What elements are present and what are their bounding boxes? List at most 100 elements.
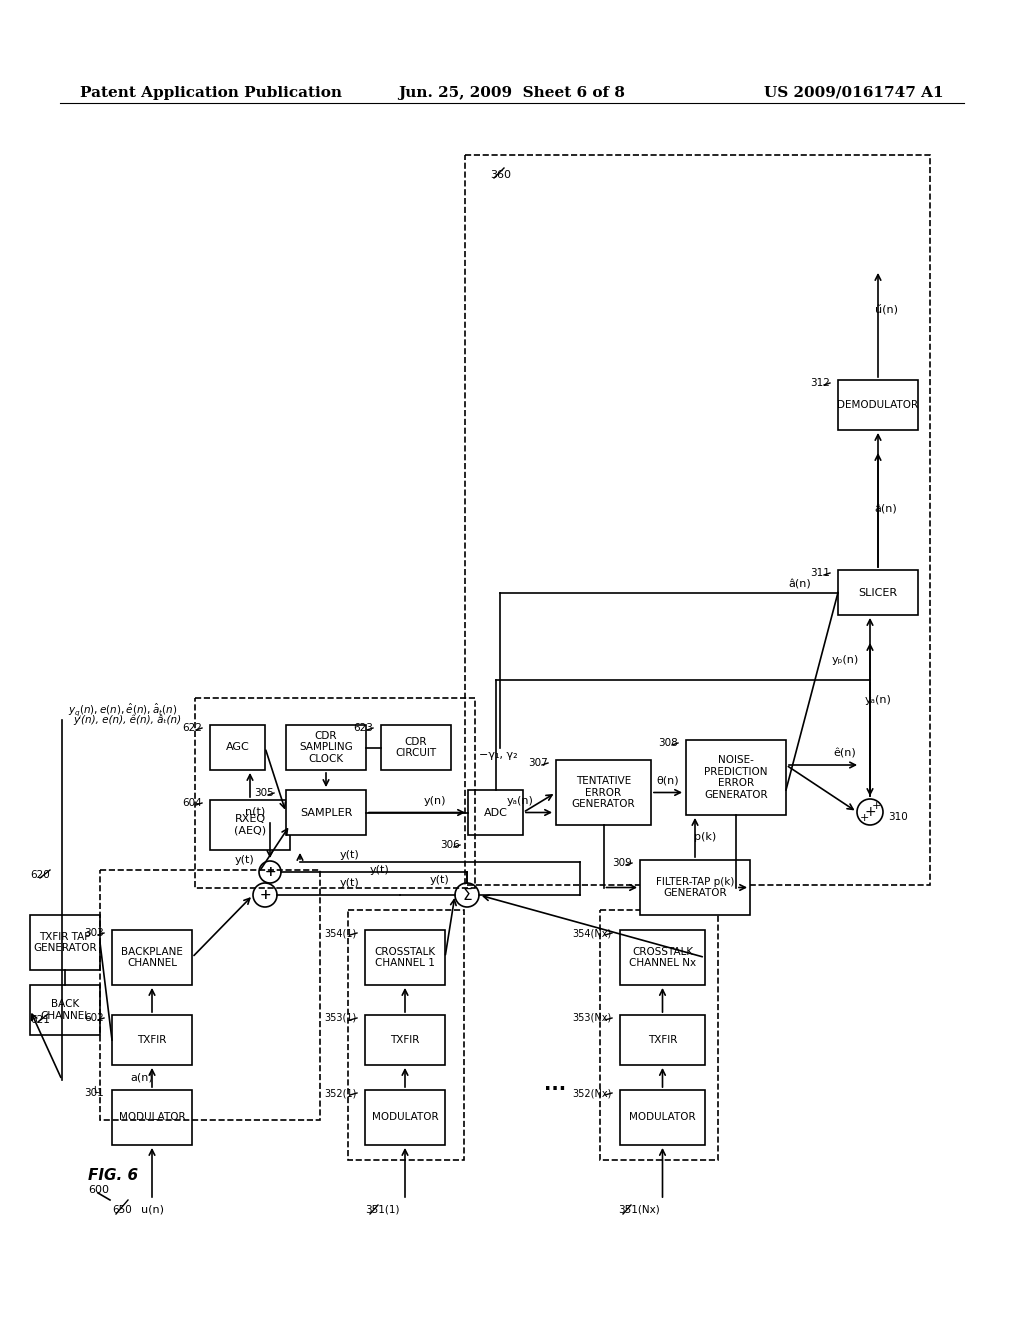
FancyBboxPatch shape (381, 725, 451, 770)
Text: 305: 305 (254, 788, 274, 799)
Text: 312: 312 (810, 378, 830, 388)
Text: y(t): y(t) (236, 855, 255, 865)
FancyBboxPatch shape (620, 1090, 705, 1144)
Text: 301: 301 (84, 1088, 104, 1098)
FancyBboxPatch shape (620, 1015, 705, 1065)
FancyBboxPatch shape (30, 915, 100, 970)
Text: MODULATOR: MODULATOR (629, 1113, 696, 1122)
Text: θ(n): θ(n) (656, 776, 679, 785)
Text: BACK
CHANNEL: BACK CHANNEL (40, 999, 90, 1020)
Text: u(n): u(n) (140, 1205, 164, 1214)
Text: 600: 600 (88, 1185, 109, 1195)
Text: SLICER: SLICER (858, 587, 898, 598)
FancyBboxPatch shape (838, 570, 918, 615)
Text: └: └ (91, 1088, 97, 1098)
Text: 303: 303 (84, 928, 104, 939)
Text: ê(n): ê(n) (834, 748, 856, 758)
Text: 620: 620 (30, 870, 50, 880)
Text: Σ: Σ (462, 887, 472, 903)
Text: yₐ(n): yₐ(n) (507, 796, 534, 805)
Text: FILTER-TAP p(k)
GENERATOR: FILTER-TAP p(k) GENERATOR (655, 876, 734, 899)
Text: Jun. 25, 2009  Sheet 6 of 8: Jun. 25, 2009 Sheet 6 of 8 (398, 86, 626, 100)
FancyBboxPatch shape (640, 861, 750, 915)
FancyBboxPatch shape (686, 741, 786, 814)
Text: CROSSTALK
CHANNEL 1: CROSSTALK CHANNEL 1 (375, 946, 435, 969)
Text: 354(Nx): 354(Nx) (572, 928, 612, 939)
FancyBboxPatch shape (838, 380, 918, 430)
Text: +: + (859, 813, 868, 822)
Text: TXFIR TAP
GENERATOR: TXFIR TAP GENERATOR (33, 932, 97, 953)
Text: +: + (264, 865, 275, 879)
FancyBboxPatch shape (286, 725, 366, 770)
Text: TXFIR: TXFIR (648, 1035, 677, 1045)
Text: +: + (264, 865, 275, 879)
Text: y(t): y(t) (370, 865, 390, 875)
Text: 351(Nx): 351(Nx) (618, 1205, 659, 1214)
Text: FIG. 6: FIG. 6 (88, 1167, 138, 1183)
Text: y(n): y(n) (424, 796, 446, 805)
Text: TXFIR: TXFIR (390, 1035, 420, 1045)
Text: MODULATOR: MODULATOR (372, 1113, 438, 1122)
Text: a(n): a(n) (131, 1072, 154, 1082)
Text: ű(n): ű(n) (874, 305, 897, 315)
Text: ADC: ADC (483, 808, 508, 817)
Text: 622: 622 (182, 723, 202, 733)
Text: 309: 309 (612, 858, 632, 869)
Text: 354(1): 354(1) (325, 928, 357, 939)
Text: TENTATIVE
ERROR
GENERATOR: TENTATIVE ERROR GENERATOR (571, 776, 635, 809)
Text: +: + (259, 888, 270, 902)
Text: 351(1): 351(1) (365, 1205, 399, 1214)
Text: 353(Nx): 353(Nx) (572, 1012, 612, 1023)
Text: â(n): â(n) (788, 579, 811, 590)
FancyBboxPatch shape (468, 789, 523, 836)
Text: TXFIR: TXFIR (137, 1035, 167, 1045)
FancyBboxPatch shape (365, 931, 445, 985)
Text: 308: 308 (658, 738, 678, 748)
Text: yₐ(n): yₐ(n) (864, 696, 892, 705)
Text: 602: 602 (84, 1012, 104, 1023)
Text: 352(Nx): 352(Nx) (572, 1088, 612, 1098)
Text: yₚ(n): yₚ(n) (831, 655, 859, 665)
FancyBboxPatch shape (556, 760, 651, 825)
Text: â(n): â(n) (874, 506, 897, 515)
Text: +: + (259, 888, 270, 902)
FancyBboxPatch shape (112, 931, 193, 985)
Text: 650: 650 (112, 1205, 132, 1214)
Text: AGC: AGC (225, 742, 250, 752)
Text: US 2009/0161747 A1: US 2009/0161747 A1 (764, 86, 944, 100)
FancyBboxPatch shape (365, 1090, 445, 1144)
Text: DEMODULATOR: DEMODULATOR (838, 400, 919, 411)
Text: +: + (871, 801, 881, 810)
Text: BACKPLANE
CHANNEL: BACKPLANE CHANNEL (121, 946, 183, 969)
FancyBboxPatch shape (30, 985, 100, 1035)
Text: RXEQ
(AEQ): RXEQ (AEQ) (233, 814, 266, 836)
Text: CDR
SAMPLING
CLOCK: CDR SAMPLING CLOCK (299, 731, 353, 764)
Text: 307: 307 (528, 758, 548, 768)
FancyBboxPatch shape (286, 789, 366, 836)
FancyBboxPatch shape (210, 725, 265, 770)
Text: yⁱ(n), e(n), ê(n), âₜ(n): yⁱ(n), e(n), ê(n), âₜ(n) (73, 714, 181, 725)
Text: CDR
CIRCUIT: CDR CIRCUIT (395, 737, 436, 758)
FancyBboxPatch shape (210, 800, 290, 850)
Text: p(k): p(k) (694, 833, 716, 842)
Text: 621: 621 (30, 1015, 50, 1026)
Text: MODULATOR: MODULATOR (119, 1113, 185, 1122)
Text: NOISE-
PREDICTION
ERROR
GENERATOR: NOISE- PREDICTION ERROR GENERATOR (705, 755, 768, 800)
Text: CROSSTALK
CHANNEL Nx: CROSSTALK CHANNEL Nx (629, 946, 696, 969)
Text: 604: 604 (182, 799, 202, 808)
Text: y(t): y(t) (340, 850, 359, 861)
Text: −γ₁, γ₂: −γ₁, γ₂ (478, 750, 517, 760)
Text: y(t): y(t) (430, 875, 450, 884)
Text: 310: 310 (888, 812, 907, 822)
Text: n(t): n(t) (245, 807, 265, 817)
Text: Patent Application Publication: Patent Application Publication (80, 86, 342, 100)
Text: SAMPLER: SAMPLER (300, 808, 352, 817)
FancyBboxPatch shape (620, 931, 705, 985)
Text: 306: 306 (440, 840, 460, 850)
Text: 352(1): 352(1) (325, 1088, 357, 1098)
Text: $y_q(n), e(n), \hat{e}(n), \hat{a}_t(n)$: $y_q(n), e(n), \hat{e}(n), \hat{a}_t(n)$ (68, 702, 177, 718)
FancyBboxPatch shape (112, 1090, 193, 1144)
Text: y(t): y(t) (340, 878, 359, 888)
Text: +: + (864, 805, 876, 818)
Text: 353(1): 353(1) (325, 1012, 357, 1023)
